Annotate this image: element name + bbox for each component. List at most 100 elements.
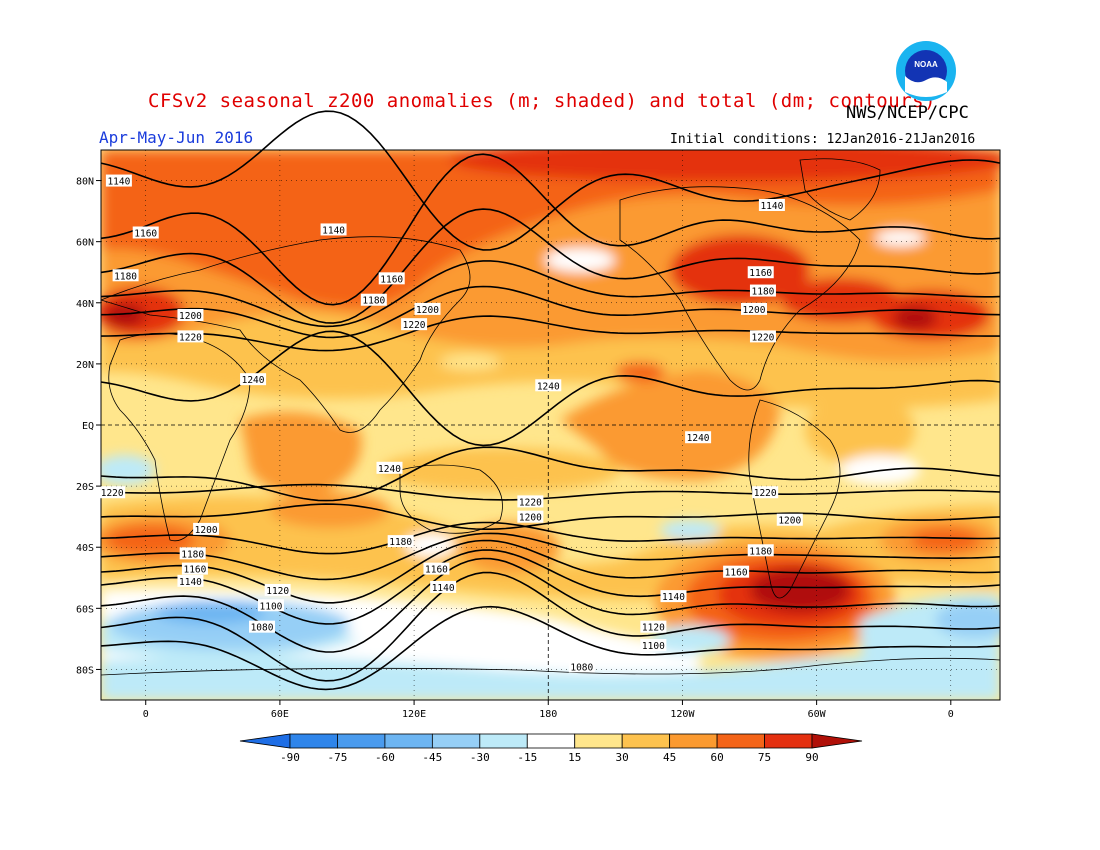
legend-swatch <box>479 733 528 749</box>
contour-label-bg <box>685 431 712 444</box>
height-contours <box>100 110 1001 691</box>
contour-label-bg <box>179 547 206 560</box>
contour-label-text: 1200 <box>743 305 766 316</box>
contour-label-bg <box>517 510 544 523</box>
contour-label-bg <box>257 599 284 612</box>
contour-label-bg <box>749 330 776 343</box>
lat-label: EQ <box>82 421 94 432</box>
contour-label-text: 1220 <box>403 320 426 331</box>
lat-label: 40N <box>76 299 94 310</box>
contour-label: 1200 <box>741 302 768 316</box>
contour-line <box>100 208 1001 324</box>
contour-label: 1180 <box>360 293 387 307</box>
contour-label-bg <box>660 590 687 603</box>
contour-label-text: 1200 <box>195 525 218 536</box>
contour-label-bg <box>387 535 414 548</box>
contour-labels: 1140116011801200122011401160118012001220… <box>99 174 803 673</box>
season-label: Apr-May-Jun 2016 <box>99 128 254 147</box>
lat-label: 40S <box>76 543 94 554</box>
legend-tick-label: -90 <box>280 751 300 764</box>
contour-label-bg <box>401 318 428 331</box>
legend-arrow-left <box>239 733 291 749</box>
legend-swatch <box>764 733 813 749</box>
legend-swatch <box>574 733 623 749</box>
legend-tick-label: -15 <box>517 751 537 764</box>
contour-label-text: 1080 <box>570 662 593 673</box>
contour-label: 1240 <box>685 431 712 444</box>
contour-label: 1160 <box>723 565 750 579</box>
contour-label: 1200 <box>776 513 803 527</box>
contour-label-text: 1240 <box>378 464 401 475</box>
contour-label: 1240 <box>240 373 267 386</box>
contour-label-bg <box>177 574 204 587</box>
contour-label-text: 1160 <box>725 568 748 579</box>
coastlines <box>101 158 1000 676</box>
contour-label: 1180 <box>387 535 414 548</box>
lon-label: 60E <box>271 709 289 720</box>
contour-label-bg <box>752 486 779 499</box>
contour-label: 1160 <box>423 562 450 576</box>
contour-label-text: 1140 <box>179 577 202 588</box>
contour-label-text: 1160 <box>134 229 157 240</box>
legend-tick-label: 30 <box>616 751 629 764</box>
contour-line <box>100 539 1001 604</box>
contour-label: 1160 <box>181 562 208 576</box>
contour-line <box>100 549 1001 625</box>
contour-label: 1160 <box>747 266 774 279</box>
legend-swatch <box>716 733 765 749</box>
contour-line <box>100 557 1001 653</box>
contour-label: 1200 <box>193 522 220 536</box>
contour-label-text: 1200 <box>416 305 439 316</box>
contour-label: 1080 <box>249 620 276 634</box>
contour-label: 1140 <box>177 574 204 588</box>
contour-label-text: 1180 <box>752 287 775 298</box>
legend-tick-label: -75 <box>328 751 348 764</box>
contour-label-text: 1140 <box>760 201 783 212</box>
lon-label: 0 <box>948 709 954 720</box>
contour-label-text: 1220 <box>101 488 124 499</box>
contour-line <box>100 605 1001 691</box>
legend-swatch <box>621 733 671 749</box>
agency-label: NWS/NCEP/CPC <box>846 103 969 123</box>
contour-label-bg <box>360 293 387 306</box>
contour-label-text: 1180 <box>362 296 385 307</box>
latitude-labels: 80N 60N 40N 20N EQ 20S 40S 60S 80S <box>76 177 101 676</box>
contour-label-text: 1180 <box>389 537 412 548</box>
contour-label: 1080 <box>568 660 595 673</box>
lon-label: 60W <box>808 709 827 720</box>
contour-label-text: 1200 <box>519 513 542 524</box>
lat-label: 60N <box>76 238 94 249</box>
contour-label: 1240 <box>535 379 562 392</box>
lon-label: 180 <box>539 709 557 720</box>
contour-line <box>100 110 1001 251</box>
lon-label: 120W <box>670 709 695 720</box>
contour-label-bg <box>640 639 667 651</box>
contour-line <box>100 521 1001 555</box>
contour-line <box>100 571 1001 682</box>
legend-tick-label: -30 <box>470 751 490 764</box>
contour-label: 1220 <box>177 330 204 343</box>
legend-arrow-right <box>811 733 863 749</box>
contour-label: 1180 <box>112 269 139 282</box>
contour-label-bg <box>747 544 774 557</box>
contour-label-bg <box>378 272 405 285</box>
contour-label-bg <box>535 379 562 392</box>
contour-label-bg <box>249 620 276 633</box>
contour-label-text: 1180 <box>749 546 772 557</box>
contour-label-text: 1140 <box>322 225 345 236</box>
legend-swatch <box>384 733 433 749</box>
contour-label-text: 1080 <box>251 623 274 634</box>
contour-label-text: 1180 <box>114 271 137 282</box>
contour-line <box>100 285 1001 339</box>
contour-line <box>100 315 1000 352</box>
contour-label-text: 1100 <box>642 641 665 652</box>
contour-label-bg <box>264 584 291 596</box>
contour-label-text: 1220 <box>752 332 775 343</box>
lat-label: 80S <box>76 665 94 676</box>
contour-label: 1220 <box>401 318 428 331</box>
contour-label-text: 1160 <box>183 565 206 576</box>
contour-label-bg <box>105 174 132 187</box>
contour-label-text: 1160 <box>425 565 448 576</box>
lat-label: 20N <box>76 360 94 371</box>
contour-label-bg <box>749 284 776 297</box>
